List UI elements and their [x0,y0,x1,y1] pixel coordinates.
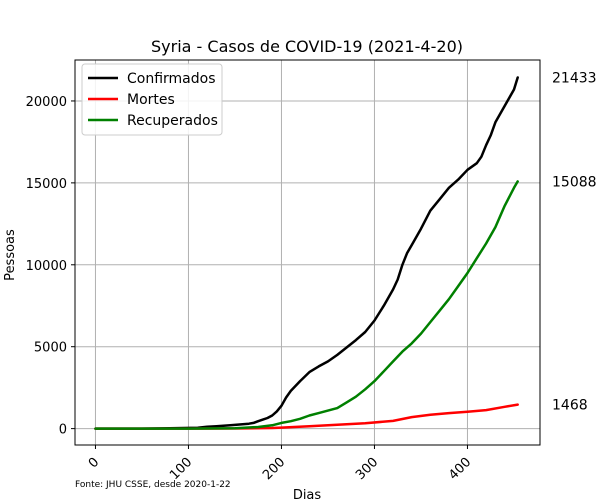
end-label-recuperados: 15088 [552,174,597,190]
y-tick-label: 15000 [26,177,67,192]
end-label-confirmados: 21433 [552,70,597,86]
grid-lines [75,60,540,445]
axes-frame [74,59,541,446]
y-tick-label: 5000 [34,341,67,356]
y-tick-label: 0 [59,423,67,438]
end-label-mortes: 1468 [552,398,588,414]
y-axis-title: Pessoas [3,229,18,281]
y-tick-label: 20000 [26,95,67,110]
end-value-labels: 21433 1468 15088 [552,70,597,413]
series-lines [94,76,519,430]
y-tick-label: 10000 [26,259,67,274]
legend-label-mortes: Mortes [127,92,175,108]
source-note: Fonte: JHU CSSE, desde 2020-1-22 [75,480,231,490]
legend-box [81,63,223,136]
legend-label-confirmados: Confirmados [127,71,216,87]
chart-title: Syria - Casos de COVID-19 (2021-4-20) [151,37,463,56]
series-line-confirmados [94,76,519,430]
legend: Confirmados Mortes Recuperados [81,63,223,136]
series-line-recuperados [94,180,519,430]
legend-label-recuperados: Recuperados [127,113,218,129]
x-axis-title: Dias [293,488,322,500]
y-axis-ticks: 0 5000 10000 15000 20000 [26,95,75,438]
